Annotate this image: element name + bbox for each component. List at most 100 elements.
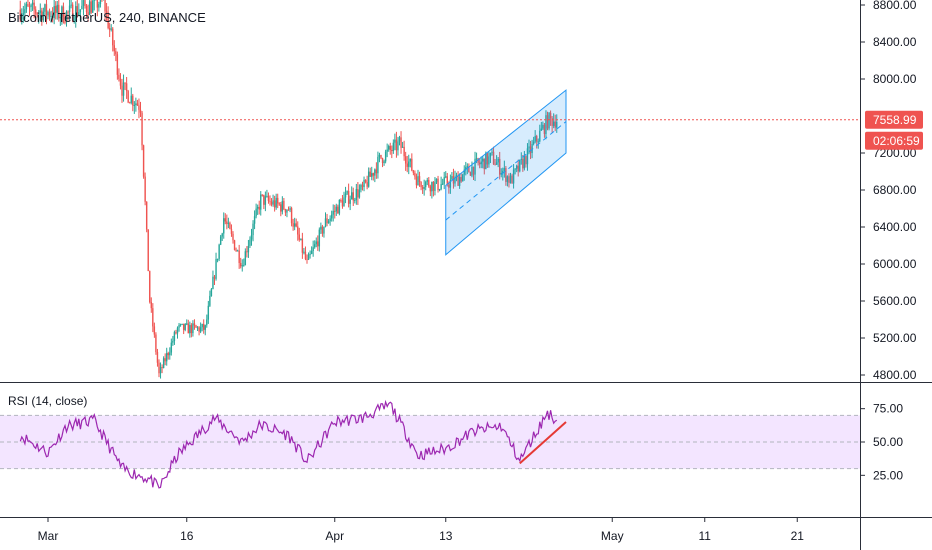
candle-body [329, 218, 331, 222]
candle-body [494, 164, 496, 166]
price-tick-label: 5600.00 [873, 294, 917, 308]
time-tick-label: 21 [791, 529, 805, 543]
candle-body [233, 240, 236, 250]
candle-body [206, 319, 208, 326]
candle-body [330, 214, 333, 219]
time-tick-label: 13 [439, 529, 453, 543]
candle-body [238, 250, 240, 264]
candle-body [135, 103, 137, 106]
candle-body [79, 9, 82, 13]
last-price-badge [865, 110, 923, 129]
candle-body [261, 194, 263, 196]
price-tick-label: 6400.00 [873, 220, 917, 234]
ascending-channel [445, 89, 567, 256]
candle-body [381, 158, 384, 164]
price-tick-label: 6000.00 [873, 257, 917, 271]
candle-body [216, 258, 219, 260]
candle-body [309, 253, 311, 255]
candle-body [306, 258, 308, 260]
candle-body [169, 352, 171, 356]
symbol-title: Bitcoin / TetherUS, 240, BINANCE [8, 10, 206, 25]
candle-body [540, 128, 543, 131]
candle-body [301, 238, 304, 253]
candle-body [403, 146, 405, 157]
candle-body [119, 78, 122, 86]
candle-body [297, 226, 299, 235]
rsi-label: RSI (14, close) [8, 394, 88, 408]
candle-body [179, 324, 182, 326]
candle-body [398, 137, 401, 142]
candle-body [483, 158, 485, 170]
candle-body [47, 12, 49, 16]
candle-body [232, 233, 234, 241]
candle-body [122, 82, 125, 96]
candle-body [531, 143, 533, 154]
candle-body [363, 179, 365, 188]
candle-body [156, 352, 159, 363]
candle-body [543, 124, 546, 134]
candle-body [264, 196, 267, 205]
candle-body [152, 308, 154, 327]
candle-body [38, 12, 40, 15]
candle-body [19, 9, 21, 20]
candle-body [457, 175, 459, 186]
candle-body [67, 11, 69, 13]
candle-body [33, 2, 35, 10]
candle-body [150, 302, 152, 309]
channel-midline [445, 121, 567, 221]
candle-body [448, 184, 450, 188]
candle-body [497, 158, 499, 163]
candle-body [428, 179, 430, 187]
candle-body [56, 4, 58, 13]
candle-body [212, 276, 214, 289]
candle-body [300, 238, 302, 240]
candle-body [219, 236, 222, 245]
candle-body [132, 95, 134, 106]
candle-body [124, 82, 126, 84]
candle-body [255, 208, 257, 217]
candle-body [491, 151, 493, 153]
candle-body [145, 201, 148, 230]
candle-body [369, 171, 371, 177]
candle-body [532, 141, 535, 144]
candle-body [155, 334, 157, 353]
candle-body [355, 189, 358, 201]
candle-body [190, 325, 193, 334]
candle-body [321, 226, 324, 234]
candle-body [485, 153, 487, 170]
candle-body [441, 183, 444, 185]
candle-body [193, 323, 196, 326]
candle-body [221, 233, 223, 237]
candle-body [272, 200, 274, 205]
candle-body [338, 200, 341, 214]
candle-body [519, 159, 521, 172]
candle-body [142, 145, 145, 177]
candle-body [153, 326, 156, 335]
candle-body [474, 158, 476, 175]
candle-body [508, 176, 510, 183]
candle-body [82, 0, 85, 6]
candle-body [293, 223, 296, 227]
candle-body [196, 327, 199, 329]
candle-body [236, 250, 239, 252]
candle-body [458, 177, 461, 186]
candle-body [334, 210, 336, 212]
candle-body [118, 74, 120, 79]
candle-body [358, 189, 361, 198]
candle-body [337, 206, 339, 214]
candle-body [210, 288, 213, 296]
candle-body [500, 173, 502, 175]
candle-body [554, 121, 556, 128]
candle-body [164, 358, 166, 362]
candle-body [105, 11, 108, 13]
candle-body [173, 332, 176, 341]
candle-body [545, 115, 547, 134]
candle-body [551, 117, 553, 126]
candle-body [31, 2, 34, 5]
candle-body [486, 153, 489, 165]
candle-body [98, 4, 100, 8]
candle-body [175, 332, 177, 334]
candle-body [522, 158, 524, 169]
candle-body [172, 340, 174, 343]
